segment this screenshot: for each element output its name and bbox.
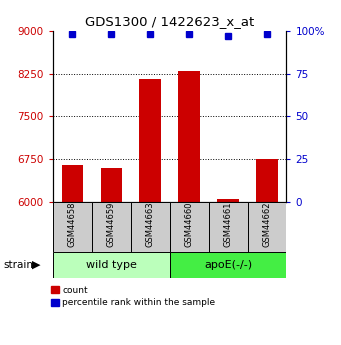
Bar	[62, 165, 83, 202]
Text: ▶: ▶	[32, 260, 41, 270]
Bar	[256, 159, 278, 202]
Bar	[53, 252, 169, 278]
Bar	[169, 252, 286, 278]
Bar	[209, 202, 248, 252]
Bar	[169, 202, 209, 252]
Text: GSM44660: GSM44660	[184, 201, 194, 247]
Bar	[53, 202, 92, 252]
Text: GSM44663: GSM44663	[146, 201, 155, 247]
Bar	[139, 79, 161, 202]
Bar	[92, 202, 131, 252]
Bar	[248, 202, 286, 252]
Bar	[101, 168, 122, 202]
Title: GDS1300 / 1422623_x_at: GDS1300 / 1422623_x_at	[85, 16, 254, 29]
Text: wild type: wild type	[86, 260, 137, 270]
Text: GSM44662: GSM44662	[263, 201, 271, 247]
Legend: count, percentile rank within the sample: count, percentile rank within the sample	[50, 286, 216, 307]
Text: GSM44658: GSM44658	[68, 201, 77, 247]
Text: apoE(-/-): apoE(-/-)	[204, 260, 252, 270]
Text: strain: strain	[3, 260, 33, 270]
Bar	[131, 202, 169, 252]
Text: GSM44661: GSM44661	[224, 201, 233, 247]
Bar	[217, 199, 239, 202]
Text: GSM44659: GSM44659	[107, 201, 116, 247]
Bar	[178, 71, 200, 202]
